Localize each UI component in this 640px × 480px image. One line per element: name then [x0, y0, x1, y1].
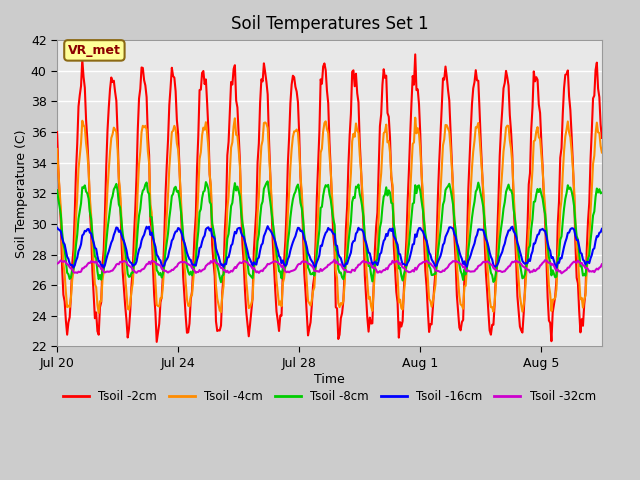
Text: VR_met: VR_met: [68, 44, 121, 57]
Y-axis label: Soil Temperature (C): Soil Temperature (C): [15, 129, 28, 257]
X-axis label: Time: Time: [314, 372, 345, 385]
Title: Soil Temperatures Set 1: Soil Temperatures Set 1: [230, 15, 428, 33]
Legend: Tsoil -2cm, Tsoil -4cm, Tsoil -8cm, Tsoil -16cm, Tsoil -32cm: Tsoil -2cm, Tsoil -4cm, Tsoil -8cm, Tsoi…: [58, 385, 600, 408]
